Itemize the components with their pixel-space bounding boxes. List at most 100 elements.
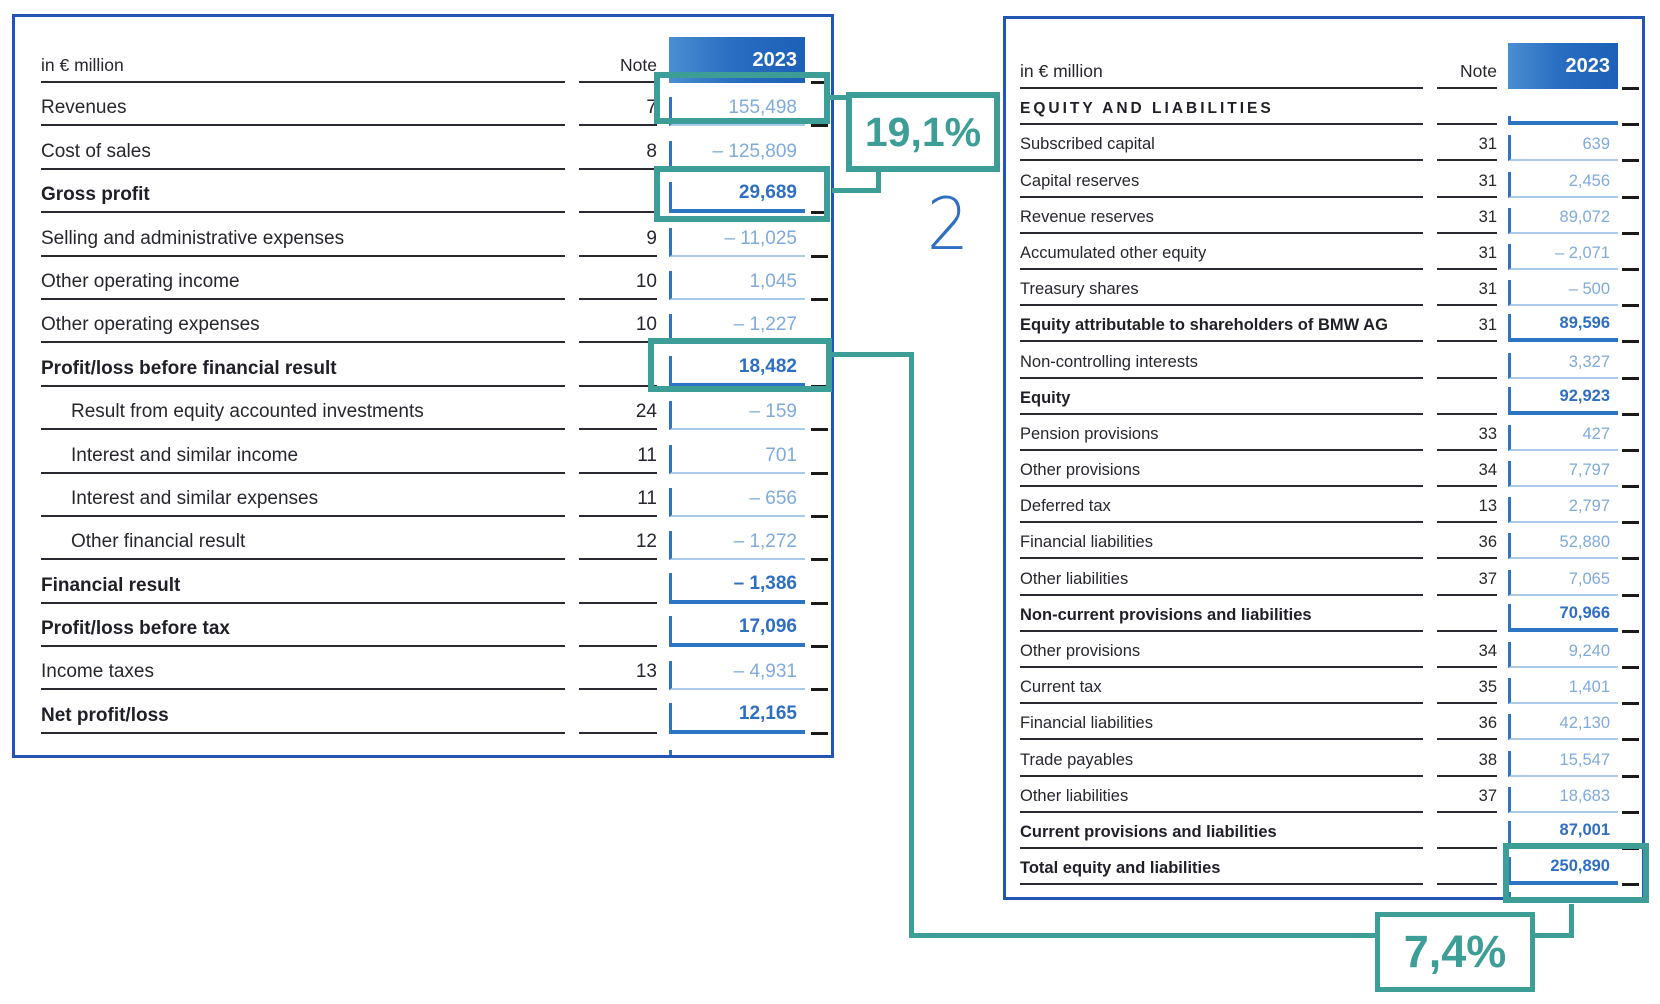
table-row: Financial liabilities 36 42,130	[1006, 704, 1642, 742]
connector-revenues-to-callout	[830, 95, 846, 100]
row-value: 2,797	[1508, 497, 1618, 524]
connector-pbfr-vertical	[909, 352, 914, 938]
table-row: Cost of sales 8 – 125,809	[15, 126, 831, 172]
highlight-box-gross-profit	[654, 166, 830, 222]
row-note: 9	[579, 228, 657, 257]
table-row: Selling and administrative expenses 9 – …	[15, 213, 831, 258]
row-note: 13	[1437, 497, 1497, 524]
row-dash	[1618, 306, 1642, 344]
row-dash	[805, 430, 831, 475]
filler-note	[1437, 892, 1497, 897]
row-value: 70,966	[1508, 603, 1618, 632]
table-row: Capital reserves 31 2,456	[1006, 161, 1642, 199]
row-note: 34	[1437, 642, 1497, 668]
table-row: Other liabilities 37 18,683	[1006, 777, 1642, 814]
row-note: 24	[579, 401, 657, 431]
row-value: 18,683	[1508, 786, 1618, 813]
row-label: Other operating income	[41, 271, 565, 300]
row-note: 31	[1437, 244, 1497, 270]
row-value	[1508, 116, 1618, 126]
row-label: Current provisions and liabilities	[1020, 823, 1423, 849]
row-dash	[1618, 342, 1642, 380]
row-note	[1437, 118, 1497, 126]
row-dash	[1618, 89, 1642, 127]
row-dash	[805, 560, 831, 606]
gross-margin-callout: 19,1%	[846, 92, 1000, 172]
row-label: Cost of sales	[41, 141, 565, 170]
row-label: Gross profit	[41, 184, 565, 214]
row-label: Net profit/loss	[41, 705, 565, 734]
table-filler	[15, 734, 831, 755]
table-row: Other operating expenses 10 – 1,227	[15, 300, 831, 345]
row-dash	[1618, 704, 1642, 742]
row-value: 1,045	[669, 270, 805, 300]
row-note: 31	[1437, 280, 1497, 307]
table-row: Current tax 35 1,401	[1006, 668, 1642, 706]
row-note	[579, 206, 657, 214]
table-row: Accumulated other equity 31 – 2,071	[1006, 234, 1642, 272]
table-row: Other financial result 12 – 1,272	[15, 517, 831, 562]
row-note: 31	[1437, 316, 1497, 343]
row-label: Other operating expenses	[41, 314, 565, 344]
row-note: 36	[1437, 714, 1497, 741]
table-row: Treasury shares 31 – 500	[1006, 270, 1642, 308]
row-value: 701	[669, 444, 805, 474]
row-value: – 1,386	[669, 572, 805, 604]
row-label: Revenues	[41, 97, 565, 127]
table-row: Interest and similar expenses 11 – 656	[15, 474, 831, 519]
row-label: Other liabilities	[1020, 570, 1423, 596]
row-label: Interest and similar income	[41, 445, 565, 474]
row-dash	[1618, 161, 1642, 199]
row-label: Treasury shares	[1020, 280, 1423, 307]
row-label: Capital reserves	[1020, 172, 1423, 198]
row-value: – 11,025	[669, 227, 805, 257]
row-value: 2,456	[1508, 171, 1618, 198]
row-label: Trade payables	[1020, 751, 1423, 777]
row-value: 9,240	[1508, 642, 1618, 668]
table-row: Profit/loss before financial result 18,4…	[15, 343, 831, 389]
row-label: Income taxes	[41, 661, 565, 691]
section-header-label: EQUITY AND LIABILITIES	[1020, 100, 1423, 126]
section-header-row: EQUITY AND LIABILITIES	[1006, 89, 1642, 127]
row-value: 1,401	[1508, 678, 1618, 705]
highlight-box-profit-before-financial-result	[648, 338, 832, 392]
row-dash	[805, 300, 831, 345]
table-row: Deferred tax 13 2,797	[1006, 487, 1642, 525]
row-note	[579, 380, 657, 387]
filler-value	[669, 750, 805, 755]
row-note: 37	[1437, 787, 1497, 813]
table-row: Equity 92,923	[1006, 379, 1642, 416]
row-note	[579, 640, 657, 648]
row-note: 8	[579, 141, 657, 170]
row-note: 31	[1437, 208, 1497, 234]
row-dash	[1618, 270, 1642, 308]
return-ratio-callout: 7,4%	[1375, 912, 1535, 992]
row-label: Other financial result	[41, 531, 565, 561]
connector-pbfr-to-callout	[909, 933, 1375, 938]
row-label: Financial liabilities	[1020, 714, 1423, 741]
year-column-header: 2023	[1508, 43, 1618, 89]
balance-sheet-header: in € million Note 2023	[1006, 19, 1642, 90]
row-dash	[805, 170, 831, 215]
row-note: 11	[579, 445, 657, 474]
row-note	[1437, 878, 1497, 886]
row-value: 7,797	[1508, 461, 1618, 488]
row-note	[579, 727, 657, 734]
row-note: 34	[1437, 461, 1497, 488]
row-label: Revenue reserves	[1020, 208, 1423, 234]
row-value: 250,890	[1508, 857, 1618, 886]
row-value: – 2,071	[1508, 243, 1618, 270]
row-value: 29,689	[669, 182, 805, 214]
row-label: Non-controlling interests	[1020, 353, 1423, 379]
row-label: Accumulated other equity	[1020, 244, 1423, 270]
filler-dash	[805, 734, 831, 755]
row-dash	[1618, 777, 1642, 814]
row-note: 35	[1437, 678, 1497, 705]
row-value: 52,880	[1508, 533, 1618, 560]
row-dash	[1618, 740, 1642, 778]
row-value: 89,072	[1508, 207, 1618, 234]
row-dash	[805, 517, 831, 562]
highlight-box-total-equity-liabilities	[1503, 843, 1649, 903]
row-value: 155,498	[669, 97, 805, 127]
row-label: Equity attributable to shareholders of B…	[1020, 316, 1423, 343]
